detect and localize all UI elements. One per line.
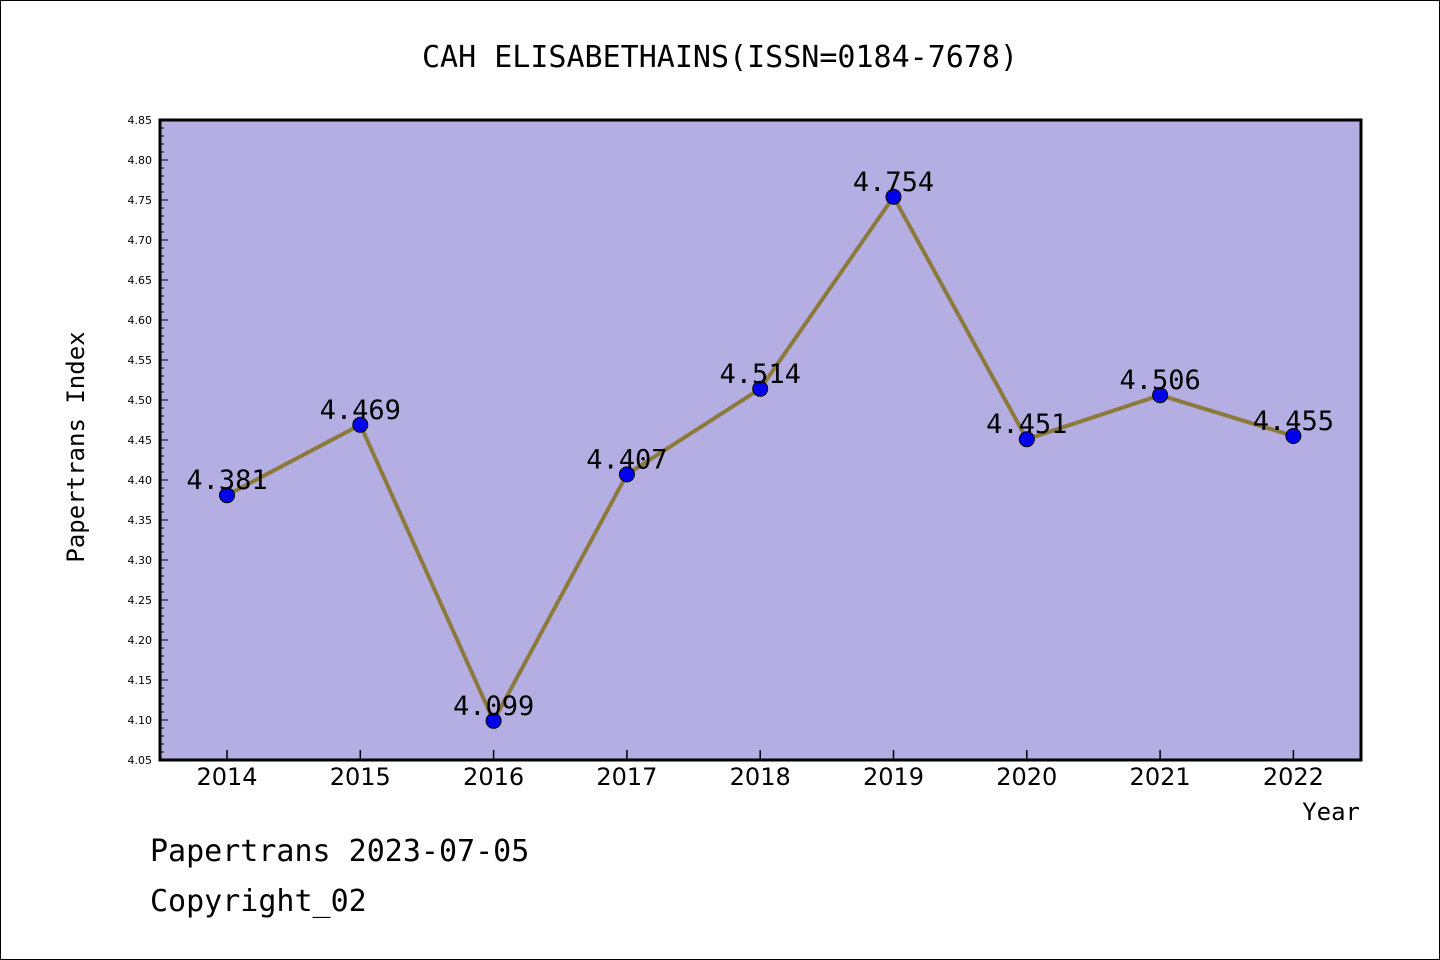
x-tick-label: 2019 (863, 763, 924, 791)
data-point (352, 416, 369, 433)
y-axis: 4.05 4.10 4.15 4.20 4.25 4.30 4.35 4.40 4.45 4.50… (128, 114, 168, 767)
y-tick-label: 4.45 (128, 434, 153, 447)
data-point (1018, 431, 1035, 448)
x-tick-label: 2014 (196, 763, 257, 791)
data-point (485, 712, 502, 729)
data-label: 4.514 (720, 359, 801, 390)
data-label: 4.381 (186, 465, 267, 496)
data-point (752, 380, 769, 397)
footer-date: Papertrans 2023-07-05 (150, 834, 530, 869)
x-tick-label: 2021 (1130, 763, 1191, 791)
x-tick-label: 2020 (996, 763, 1057, 791)
data-label: 4.099 (453, 691, 534, 722)
x-tick-label: 2017 (596, 763, 657, 791)
y-tick-label: 4.05 (128, 754, 153, 767)
data-point (885, 188, 902, 205)
x-axis-title: Year (1302, 798, 1360, 826)
y-tick-label: 4.65 (128, 274, 153, 287)
x-tick-label: 2018 (730, 763, 791, 791)
y-tick-label: 4.40 (128, 474, 153, 487)
data-series: 4.381 4.469 4.099 4.407 4.514 4.754 4.451 4.506… (186, 167, 1334, 729)
y-tick-label: 4.50 (128, 394, 153, 407)
y-tick-label: 4.35 (128, 514, 153, 527)
data-point (1152, 387, 1169, 404)
y-tick-label: 4.75 (128, 194, 153, 207)
y-tick-label: 4.85 (128, 114, 153, 127)
footer-copyright: Copyright_02 (150, 884, 367, 919)
x-tick-label: 2016 (463, 763, 524, 791)
data-point (618, 466, 635, 483)
data-label: 4.455 (1253, 406, 1334, 437)
y-tick-label: 4.80 (128, 154, 153, 167)
data-point (1285, 428, 1302, 444)
data-point (219, 487, 235, 504)
data-label: 4.754 (853, 167, 934, 198)
x-tick-label: 2015 (330, 763, 391, 791)
plot-border (158, 118, 1363, 762)
data-label: 4.506 (1119, 365, 1200, 396)
data-label: 4.407 (586, 444, 667, 475)
chart-title: CAH ELISABETHAINS(ISSN=0184-7678) (422, 40, 1018, 75)
x-tick-label: 2022 (1263, 763, 1324, 791)
y-tick-label: 4.10 (128, 714, 153, 727)
data-label: 4.469 (320, 395, 401, 426)
y-tick-label: 4.70 (128, 234, 153, 247)
y-tick-label: 4.20 (128, 634, 153, 647)
data-label: 4.451 (986, 409, 1067, 440)
y-tick-label: 4.15 (128, 674, 153, 687)
y-tick-label: 4.55 (128, 354, 153, 367)
x-axis: 2014 2015 2016 2017 2018 2019 2020 2021 2022 (196, 750, 1324, 791)
plot-area (160, 120, 1361, 760)
y-tick-label: 4.25 (128, 594, 153, 607)
y-tick-label: 4.30 (128, 554, 153, 567)
y-axis-title: Papertrans Index (62, 331, 90, 562)
y-tick-label: 4.60 (128, 314, 153, 327)
